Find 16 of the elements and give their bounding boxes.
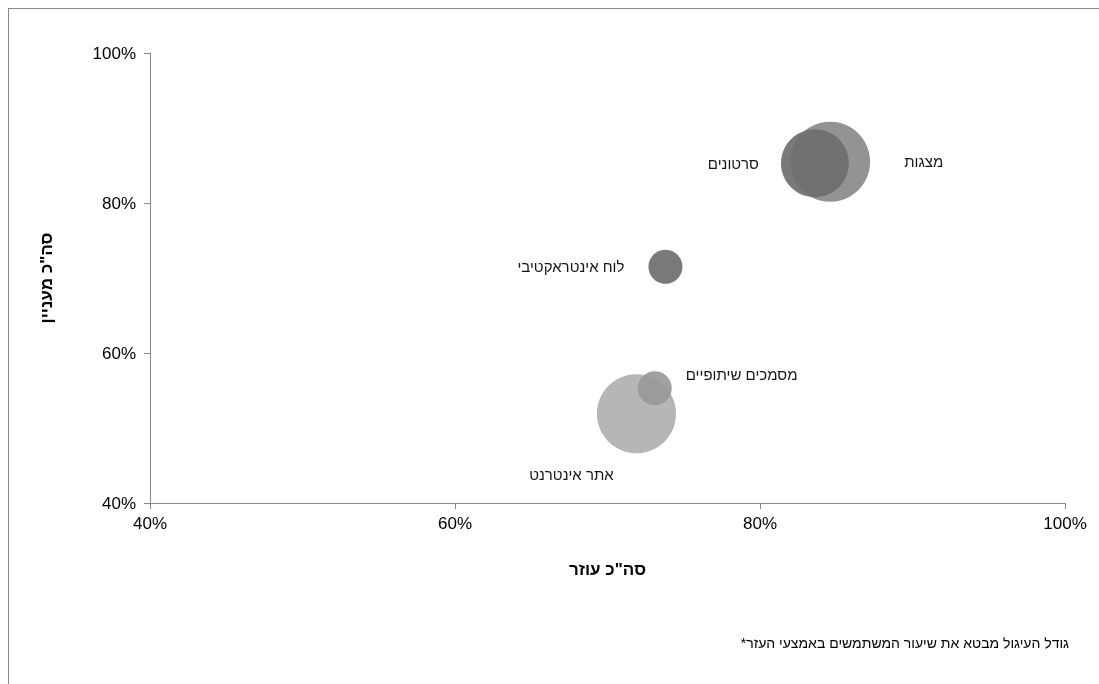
series-label: לוח אינטראקטיבי <box>517 258 625 276</box>
y-tick-label: 40% <box>101 493 136 513</box>
x-axis-title: סה"כ עוזר <box>568 560 647 579</box>
x-tick-label: 80% <box>742 514 778 533</box>
series-label: סרטונים <box>707 154 760 172</box>
x-tick-label: 40% <box>132 514 168 533</box>
text: *גודל העיגול מבטא את שיעור המשתמשים באמצעי העזר <box>740 635 1070 651</box>
series-label: מסמכים שיתופיים <box>685 365 798 383</box>
x-tick-label: 60% <box>437 514 473 533</box>
y-axis-title: סה"כ מעניין <box>37 232 56 324</box>
y-tick-label: 100% <box>92 43 136 63</box>
text: מצגות <box>904 153 944 171</box>
y-tick-label: 60% <box>101 343 136 363</box>
series-label: אתר אינטרנט <box>529 466 615 484</box>
x-tick-label: 100% <box>1043 514 1087 533</box>
y-tick-label: 80% <box>101 193 136 213</box>
